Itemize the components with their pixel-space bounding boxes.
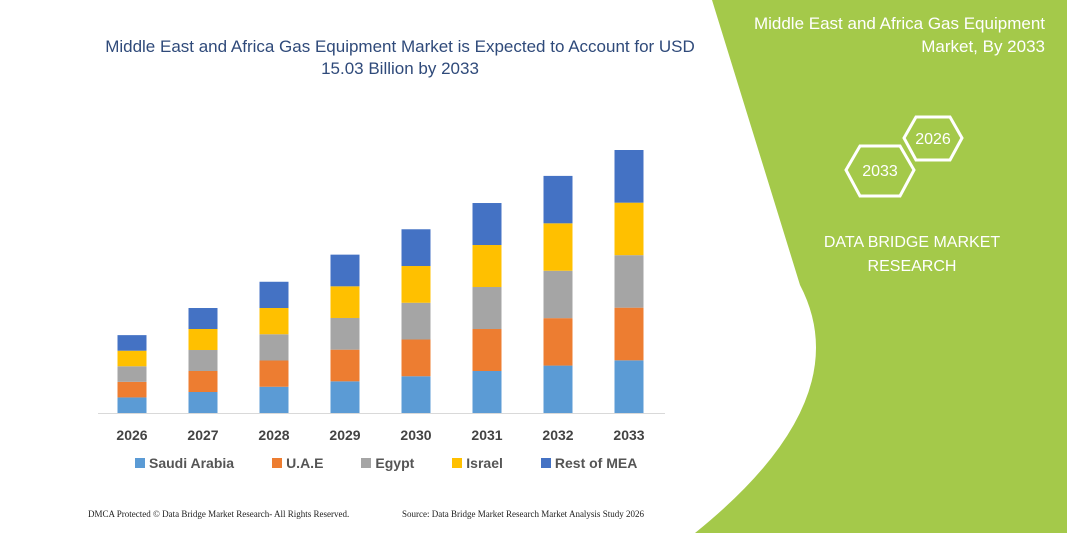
legend-swatch	[540, 458, 551, 468]
x-tick-label: 2029	[329, 427, 360, 443]
bar-segment-2028-rest-of-mea	[259, 281, 289, 309]
bar-segment-2026-rest-of-mea	[117, 335, 147, 351]
bar-segment-2027-rest-of-mea	[188, 308, 218, 330]
legend-swatch	[361, 458, 372, 468]
bar-segment-2033-u-a-e	[614, 307, 644, 361]
brand-line2: RESEARCH	[867, 258, 957, 275]
x-tick-label: 2031	[471, 427, 502, 443]
legend-item: Rest of MEA	[540, 455, 638, 471]
legend-label: Egypt	[375, 455, 415, 471]
legend-swatch	[135, 458, 145, 468]
bar-segment-2027-israel	[188, 329, 218, 351]
bar-segment-2029-egypt	[330, 317, 360, 350]
legend-item: Saudi Arabia	[135, 455, 234, 471]
chart-title: Middle East and Africa Gas Equipment Mar…	[105, 37, 695, 78]
bar-segment-2029-saudi-arabia	[330, 381, 360, 413]
bar-segment-2029-rest-of-mea	[330, 254, 360, 287]
bar-segment-2031-u-a-e	[472, 329, 502, 372]
x-tick-label: 2028	[258, 427, 289, 443]
x-tick-label: 2030	[400, 427, 431, 443]
bar-segment-2031-saudi-arabia	[472, 371, 502, 413]
footer-source: Source: Data Bridge Market Research Mark…	[402, 509, 644, 519]
bar-segment-2033-rest-of-mea	[614, 150, 644, 203]
bar-segment-2032-egypt	[543, 270, 573, 319]
legend-label: Rest of MEA	[554, 455, 638, 471]
side-title-line2: Market, By 2033	[921, 37, 1045, 56]
brand-line1: DATA BRIDGE MARKET	[823, 234, 1001, 251]
green-side-panel	[695, 0, 1067, 533]
bar-segment-2030-rest-of-mea	[401, 229, 431, 267]
bar-segment-2032-israel	[543, 223, 573, 271]
legend-label: U.A.E	[286, 455, 324, 471]
legend-swatch	[452, 458, 463, 468]
brand-name: DATA BRIDGE MARKET RESEARCH	[812, 231, 1012, 279]
bar-segment-2026-egypt	[117, 366, 147, 382]
x-tick-label: 2026	[116, 427, 147, 443]
stacked-bar-chart: 2026 2027 2028 2029 2030 2031 2032 2033	[98, 150, 665, 443]
legend-label: Saudi Arabia	[149, 455, 235, 471]
hex-year-2026: 2026	[915, 131, 951, 148]
bar-segment-2030-egypt	[401, 302, 431, 340]
bar-segment-2030-u-a-e	[401, 339, 431, 377]
x-tick-label: 2033	[613, 427, 644, 443]
bar-segment-2028-saudi-arabia	[259, 386, 289, 413]
x-tick-label: 2027	[187, 427, 218, 443]
bar-segment-2028-egypt	[259, 334, 289, 361]
legend-swatch	[272, 458, 283, 468]
legend-item: Israel	[452, 455, 503, 471]
bar-segment-2029-u-a-e	[330, 349, 360, 382]
bar-segment-2031-rest-of-mea	[472, 203, 502, 246]
hexagon-badges: 2033 2026	[844, 115, 964, 198]
hexagon-2033	[844, 144, 916, 198]
hex-year-2033: 2033	[862, 163, 898, 180]
legend-item: Egypt	[361, 455, 414, 471]
bar-segment-2029-israel	[330, 286, 360, 318]
bar-segment-2030-saudi-arabia	[401, 376, 431, 413]
footer-copyright: DMCA Protected © Data Bridge Market Rese…	[88, 509, 350, 519]
bar-segment-2028-israel	[259, 308, 289, 335]
bar-segment-2027-egypt	[188, 350, 218, 372]
x-tick-label: 2032	[542, 427, 573, 443]
bar-segment-2027-saudi-arabia	[188, 392, 218, 413]
bar-segment-2033-egypt	[614, 255, 644, 308]
bar-segment-2033-saudi-arabia	[614, 360, 644, 413]
side-title-line1: Middle East and Africa Gas Equipment	[753, 14, 1045, 33]
bar-segment-2033-israel	[614, 202, 644, 256]
bar-segment-2030-israel	[401, 266, 431, 303]
bar-segment-2032-saudi-arabia	[543, 365, 573, 413]
bar-segment-2031-israel	[472, 245, 502, 288]
legend-item: U.A.E	[272, 455, 323, 471]
bar-segment-2027-u-a-e	[188, 371, 218, 393]
bar-segment-2032-rest-of-mea	[543, 175, 573, 224]
bar-segment-2032-u-a-e	[543, 318, 573, 366]
bar-segment-2026-israel	[117, 350, 147, 367]
bar-segment-2031-egypt	[472, 287, 502, 330]
bar-segment-2026-saudi-arabia	[117, 397, 147, 413]
side-panel-title: Middle East and Africa Gas Equipment Mar…	[705, 12, 1045, 58]
chart-legend: Saudi Arabia U.A.E Egypt Israel Rest of MEA	[135, 455, 675, 471]
legend-label: Israel	[466, 455, 503, 471]
hexagon-2026	[902, 115, 964, 162]
bar-segment-2026-u-a-e	[117, 381, 147, 398]
bar-segment-2028-u-a-e	[259, 360, 289, 387]
